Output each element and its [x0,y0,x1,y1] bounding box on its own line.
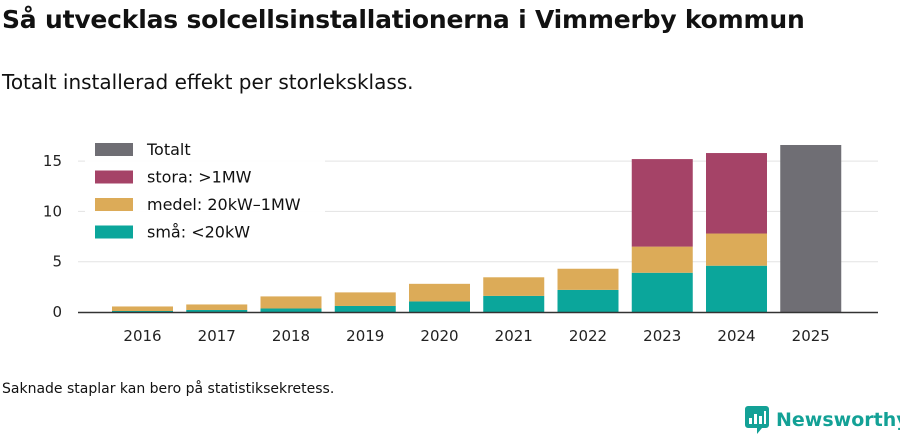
bar-2022-series-0 [557,289,619,312]
bar-2019-series-0 [334,305,396,312]
x-tick-label: 2023 [643,327,681,345]
chart-subtitle: Totalt installerad effekt per storlekskl… [2,70,414,94]
footnote: Saknade staplar kan bero på statistiksek… [2,381,335,397]
bar-2023-series-1 [631,246,693,273]
bar-chart: 0 5 10 15 2016 2017 2018 2019 2020 2021 2022 2023 20… [43,135,878,345]
axes: 0 5 10 15 2016 2017 2018 2019 2020 2021 2022 2023 20… [43,152,878,345]
bar-2017-series-1 [186,304,248,310]
x-tick-label: 2024 [717,327,755,345]
legend-swatch-1 [95,170,133,184]
y-tick-label: 0 [52,303,62,321]
bar-2023-series-2 [631,159,693,247]
x-tick-label: 2021 [495,327,533,345]
x-tick-label: 2019 [346,327,384,345]
legend: Totalt stora: >1MW medel: 20kW–1MW små: <20… [85,135,325,250]
bar-2020-series-0 [409,301,470,312]
x-tick-label: 2018 [272,327,310,345]
bar-group-2019 [334,292,396,312]
bar-2024-series-1 [706,233,767,266]
x-tick-label: 2020 [420,327,458,345]
bar-group-2025 [780,144,842,312]
brand-logo[interactable]: Newsworthy [744,405,900,435]
bars [112,144,842,312]
legend-swatch-0 [95,143,133,156]
x-tick-label: 2022 [569,327,607,345]
bar-group-2023 [631,159,693,312]
legend-label-1: stora: >1MW [147,168,252,187]
y-tick-label: 15 [43,152,62,170]
bar-group-2022 [557,268,619,312]
bar-2022-series-1 [557,268,619,290]
bar-2019-series-1 [334,292,396,306]
bar-2016-series-1 [112,306,173,311]
bar-2023-series-0 [631,272,693,312]
bar-2025-series-3 [780,144,842,312]
bar-2021-series-1 [483,277,545,296]
bar-2024-series-2 [706,153,767,234]
newsworthy-logo-icon [745,406,769,434]
bar-2016-series-0 [112,310,173,312]
x-tick-label: 2017 [198,327,236,345]
legend-swatch-3 [95,225,133,239]
bar-2021-series-0 [483,295,545,312]
brand-name: Newsworthy [776,409,900,431]
bar-group-2020 [409,283,470,312]
x-tick-label: 2016 [123,327,161,345]
bar-group-2018 [260,296,322,312]
y-tick-label: 5 [52,253,62,271]
bar-2020-series-1 [409,283,470,302]
bar-2024-series-0 [706,265,767,312]
bar-group-2024 [706,153,767,312]
bar-group-2021 [483,277,545,312]
bar-2018-series-0 [260,308,322,312]
y-tick-label: 10 [43,202,62,220]
legend-label-3: små: <20kW [147,223,250,242]
bar-2018-series-1 [260,296,322,309]
legend-label-0: Totalt [146,140,191,159]
bar-group-2016 [112,306,173,312]
bar-group-2017 [186,304,248,312]
legend-label-2: medel: 20kW–1MW [147,195,301,214]
x-tick-label: 2025 [792,327,830,345]
bar-2017-series-0 [186,309,248,312]
chart-title: Så utvecklas solcellsinstallationerna i … [2,5,805,34]
legend-swatch-2 [95,198,133,211]
